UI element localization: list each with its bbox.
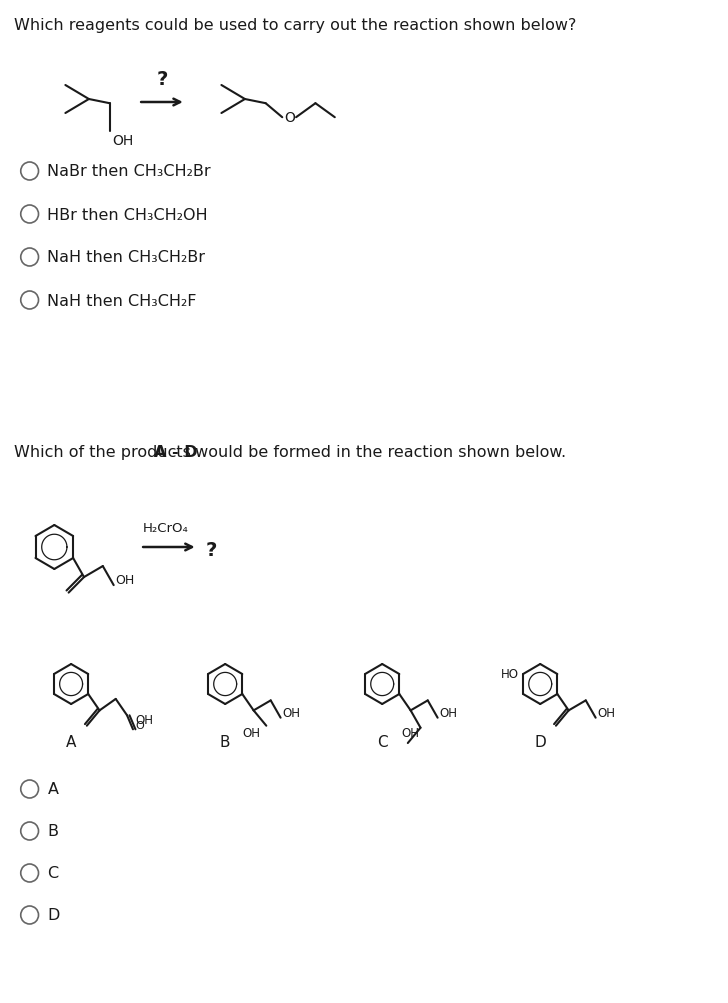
- Text: NaBr then CH₃CH₂Br: NaBr then CH₃CH₂Br: [47, 164, 211, 180]
- Text: NaH then CH₃CH₂Br: NaH then CH₃CH₂Br: [47, 251, 205, 265]
- Text: ?: ?: [205, 540, 217, 559]
- Text: OH: OH: [135, 713, 153, 726]
- Text: H₂CrO₄: H₂CrO₄: [143, 522, 189, 535]
- Text: A - D: A - D: [154, 444, 197, 459]
- Text: OH: OH: [402, 726, 419, 739]
- Text: NaH then CH₃CH₂F: NaH then CH₃CH₂F: [47, 293, 197, 308]
- Text: HO: HO: [501, 667, 519, 680]
- Text: C: C: [377, 734, 387, 749]
- Text: OH: OH: [440, 706, 458, 719]
- Text: OH: OH: [113, 134, 134, 148]
- Text: OH: OH: [242, 726, 261, 739]
- Text: D: D: [534, 734, 546, 749]
- Text: B: B: [47, 823, 58, 839]
- Text: B: B: [220, 734, 231, 749]
- Text: D: D: [47, 908, 60, 923]
- Text: O: O: [135, 720, 143, 730]
- Text: A: A: [47, 781, 58, 796]
- Text: OH: OH: [116, 574, 135, 587]
- Text: Which of the products: Which of the products: [14, 444, 196, 459]
- Text: O: O: [284, 111, 295, 125]
- Text: HBr then CH₃CH₂OH: HBr then CH₃CH₂OH: [47, 208, 208, 223]
- Text: Which reagents could be used to carry out the reaction shown below?: Which reagents could be used to carry ou…: [14, 18, 576, 33]
- Text: OH: OH: [598, 706, 616, 719]
- Text: would be formed in the reaction shown below.: would be formed in the reaction shown be…: [189, 444, 566, 459]
- Text: ?: ?: [157, 70, 167, 89]
- Text: C: C: [47, 866, 58, 881]
- Text: OH: OH: [282, 706, 301, 719]
- Text: A: A: [66, 734, 76, 749]
